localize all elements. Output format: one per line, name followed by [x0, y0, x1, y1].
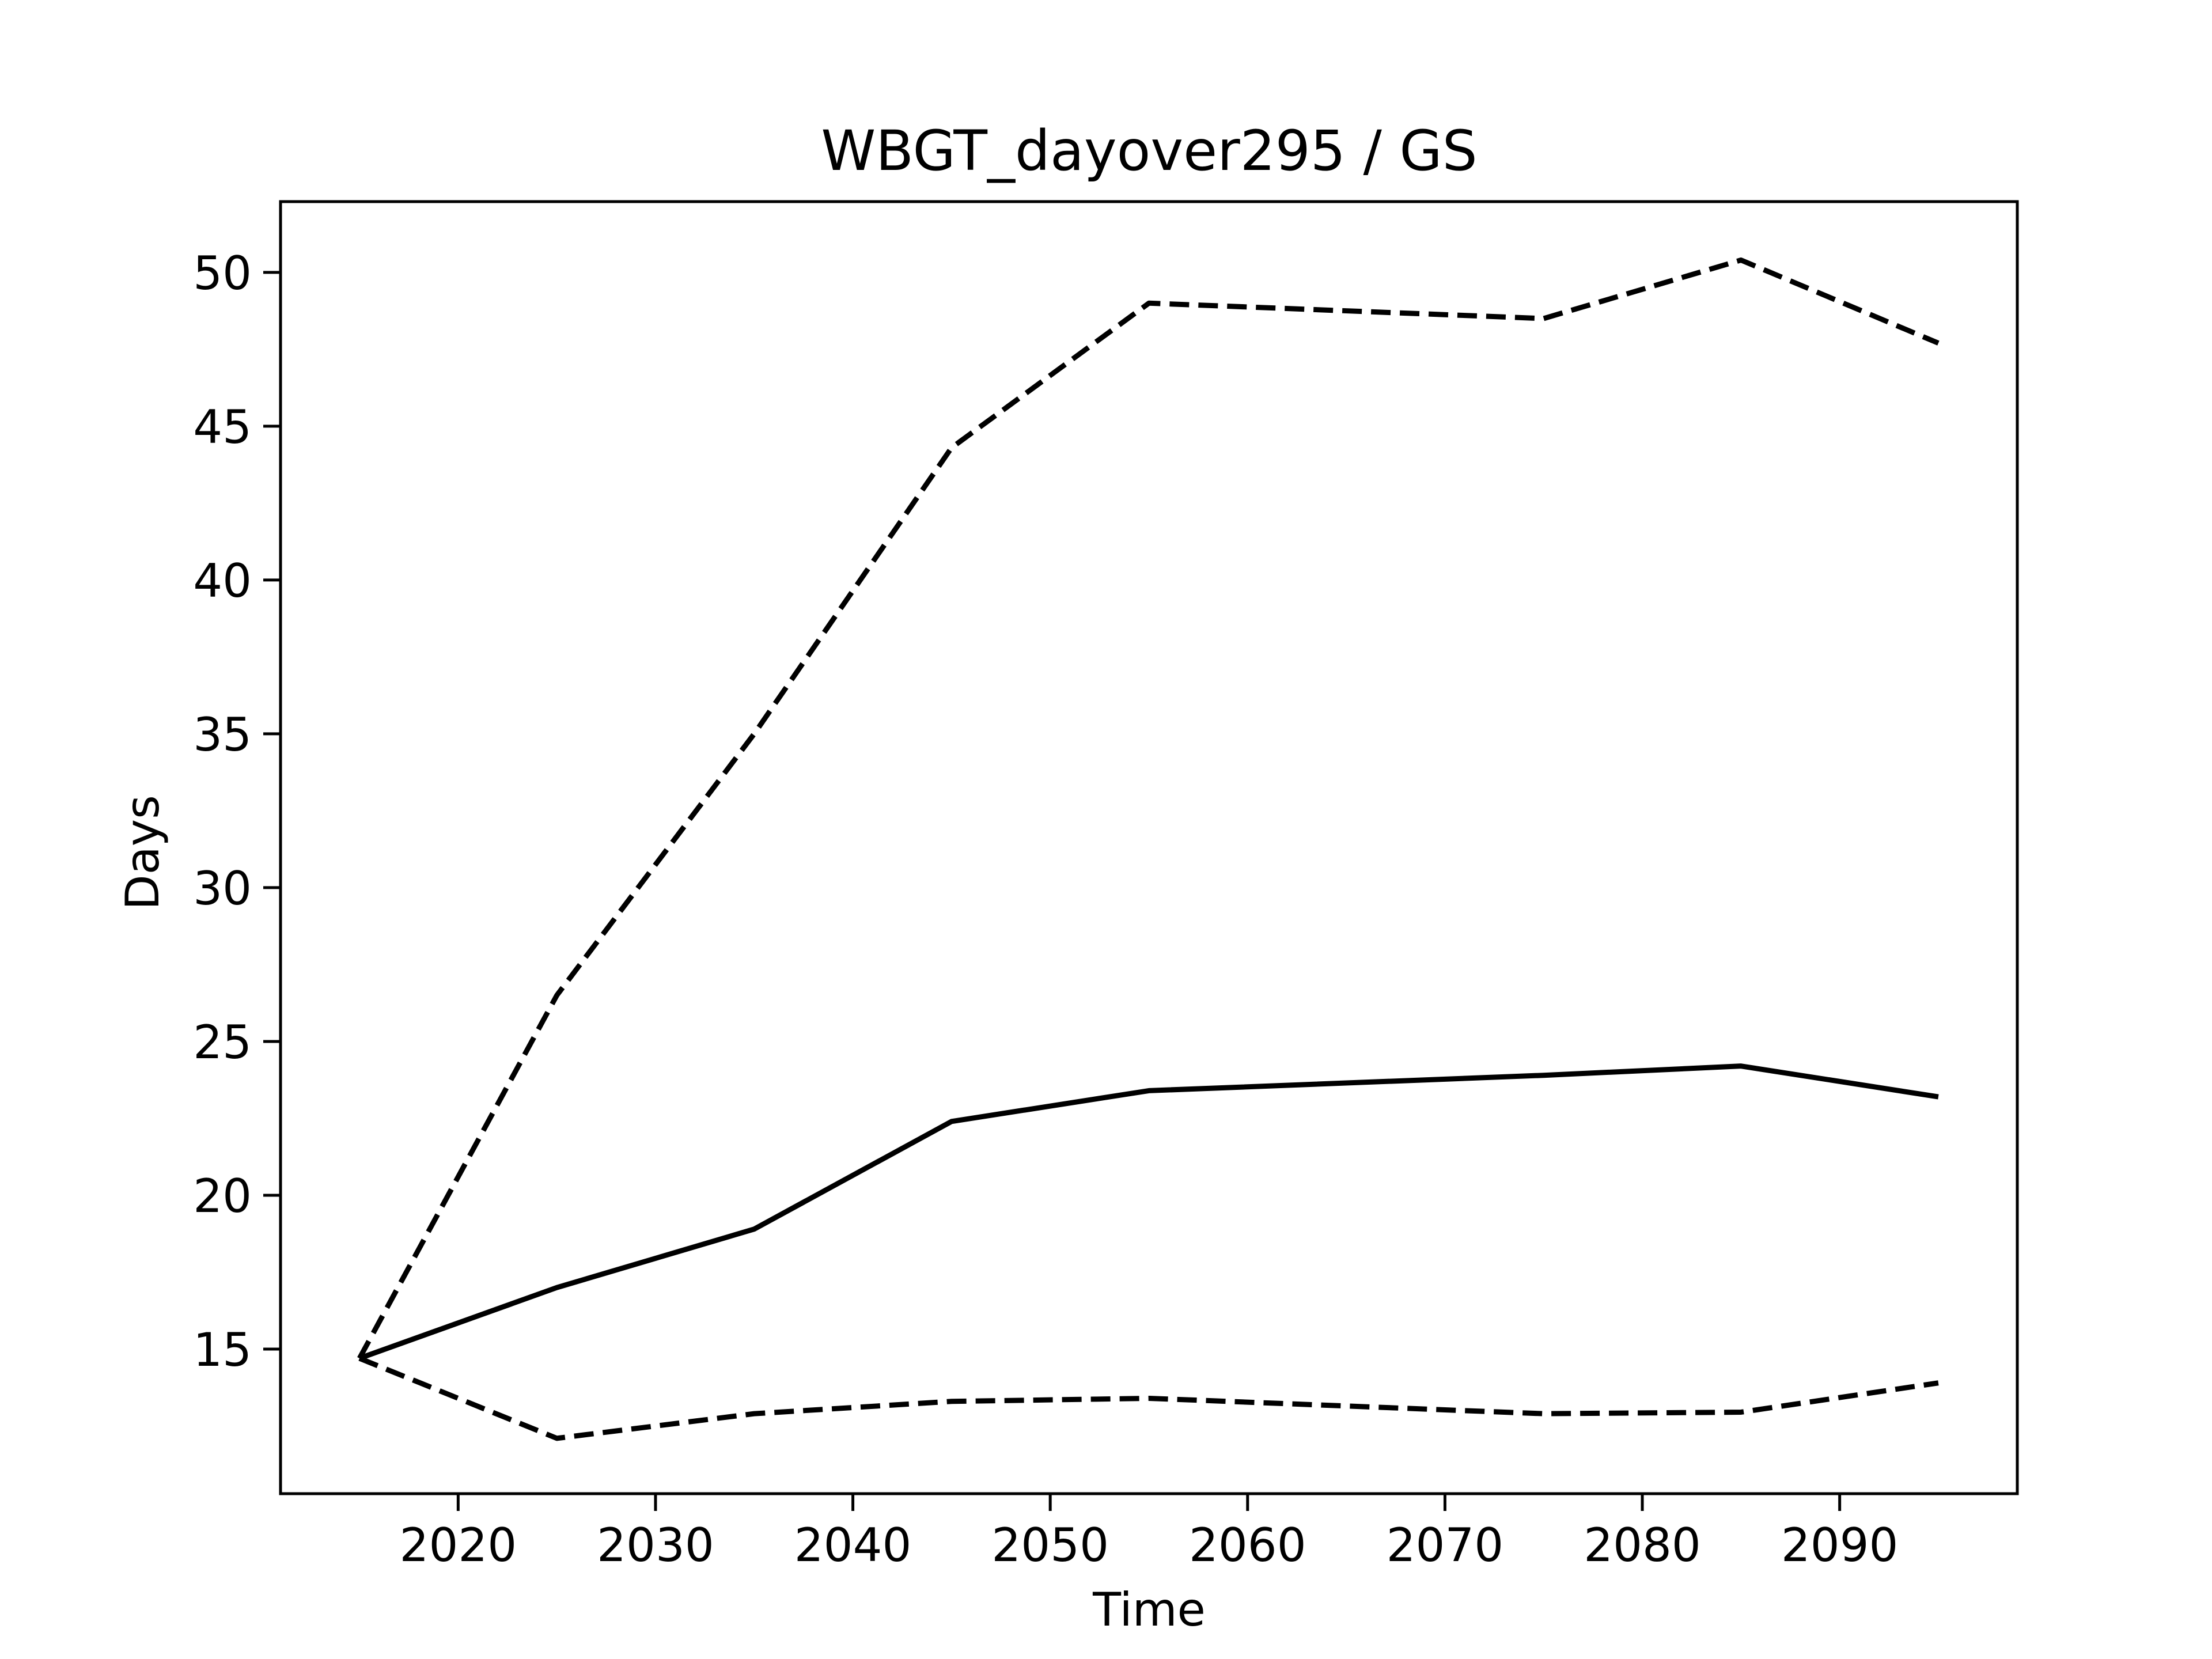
plot-frame	[279, 200, 2019, 1495]
y-tick-label: 20	[193, 1169, 252, 1223]
plot-area-border	[279, 200, 2019, 1495]
x-tick-label: 2050	[991, 1518, 1109, 1572]
x-tick-label: 2080	[1584, 1518, 1701, 1572]
y-tick-label: 30	[193, 862, 252, 915]
y-axis-label: Days	[116, 795, 169, 910]
x-tick-label: 2020	[400, 1518, 517, 1572]
x-tick-label: 2070	[1387, 1518, 1504, 1572]
y-tick-label: 50	[193, 247, 252, 300]
x-axis-label: Time	[1092, 1583, 1206, 1637]
x-axis-ticks: 2020 2030 2040 2050 2060 2070 2080 2090	[400, 1494, 1899, 1572]
series-line-median	[358, 1063, 1939, 1361]
chart-title: WBGT_dayover295 / GS	[821, 119, 1477, 183]
series-layer	[357, 257, 1940, 1441]
x-tick-label: 2040	[794, 1518, 912, 1572]
x-tick-label: 2030	[597, 1518, 714, 1572]
series-line-lower	[358, 1355, 1939, 1441]
y-tick-label: 25	[193, 1016, 252, 1069]
series-line-upper	[357, 257, 1940, 1360]
y-tick-label: 40	[193, 554, 252, 608]
y-tick-label: 35	[193, 708, 252, 762]
x-tick-label: 2090	[1781, 1518, 1899, 1572]
x-tick-label: 2060	[1189, 1518, 1306, 1572]
y-tick-label: 45	[193, 400, 252, 454]
y-tick-label: 15	[193, 1323, 252, 1377]
y-axis-ticks: 15 20 25 30 35 40 45 50	[193, 247, 281, 1377]
